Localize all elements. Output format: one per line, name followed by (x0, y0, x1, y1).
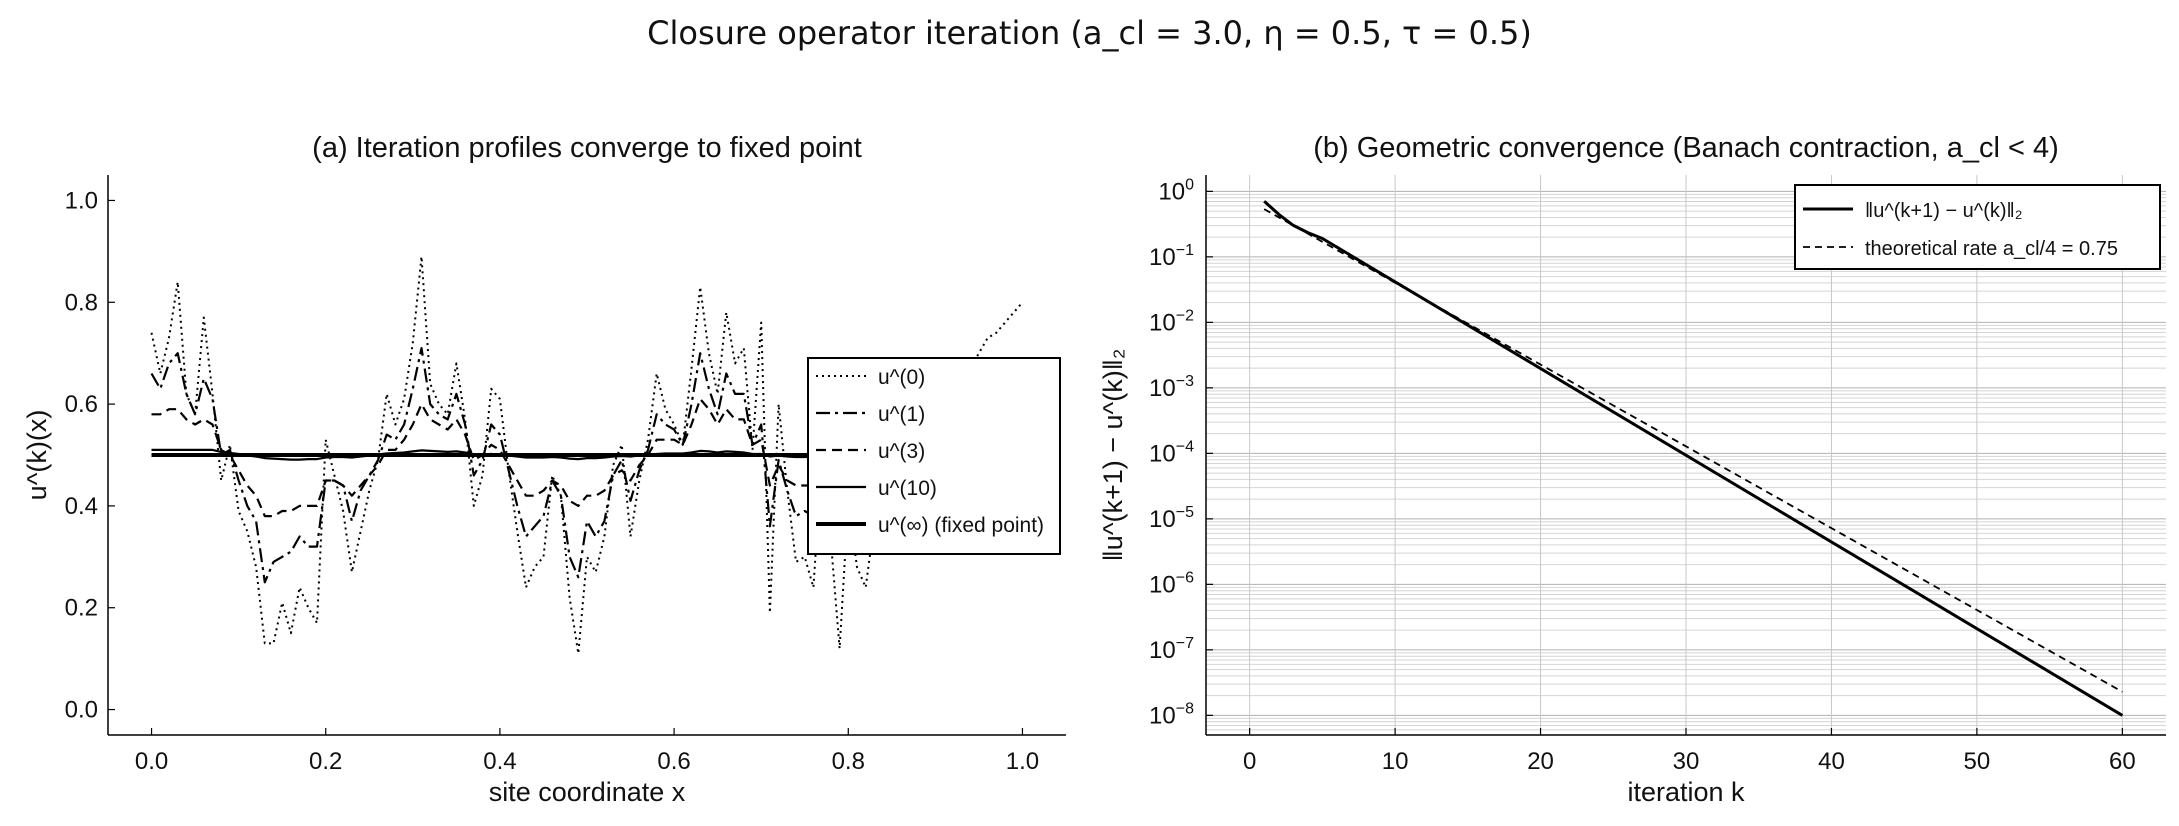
panel-b-x-tick-label: 30 (1673, 748, 1700, 775)
panel-b-y-tick-label: 10−7 (1149, 635, 1194, 664)
panel-a-x-tick-label: 1.0 (1006, 748, 1039, 775)
panel-b-series-group (1263, 200, 2124, 717)
panel-b-y-tick-label: 10−5 (1149, 504, 1194, 533)
panel-a-x-tick-label: 0.8 (832, 748, 865, 775)
panel-a-y-tick-label: 0.4 (65, 493, 98, 520)
panel-b-x-tick-label: 0 (1243, 748, 1256, 775)
panel-a-legend-label: u^(10) (878, 477, 937, 500)
panel-b-legend (1794, 184, 2161, 270)
panel-a-legend-label: u^(3) (878, 440, 925, 463)
panel-a-x-tick-label: 0.4 (483, 748, 516, 775)
panel-b-x-tick-label: 20 (1527, 748, 1554, 775)
panel-b-y-tick-label: 10−4 (1149, 438, 1194, 467)
panel-b-y-tick-label: 10−3 (1149, 373, 1194, 402)
panel-a-y-tick-label: 0.8 (65, 289, 98, 316)
panel-b-y-tick-label: 10−2 (1149, 307, 1194, 336)
panel-b-series-line-1 (1263, 208, 2123, 693)
panel-a-x-tick-label: 0.2 (309, 748, 342, 775)
panel-a-y-tick-label: 0.6 (65, 391, 98, 418)
panel-b-y-tick-label: 100 (1158, 176, 1194, 205)
panel-b-title: (b) Geometric convergence (Banach contra… (1313, 132, 2059, 164)
panel-a-legend-label: u^(0) (878, 366, 925, 389)
figure-title: Closure operator iteration (a_cl = 3.0, … (0, 14, 2179, 52)
panel-b-series-line-0 (1263, 200, 2124, 717)
panel-b-y-tick-label: 10−1 (1149, 242, 1194, 271)
panel-b-y-tick-label: 10−6 (1149, 569, 1194, 598)
panel-b-y-label: ‖u^(k+1) − u^(k)‖₂ (1098, 349, 1128, 562)
panel-a-legend-label: u^(1) (878, 403, 925, 426)
panel-a-x-label: site coordinate x (489, 777, 686, 807)
panel-b-x-tick-label: 50 (1964, 748, 1991, 775)
panel-a-y-tick-label: 1.0 (65, 187, 98, 214)
panel-a-title: (a) Iteration profiles converge to fixed… (312, 132, 862, 164)
panel-b-legend-label: theoretical rate a_cl/4 = 0.75 (1865, 238, 2118, 260)
panel-a-x-tick-label: 0.0 (135, 748, 168, 775)
panel-b-x-label: iteration k (1627, 777, 1745, 807)
panel-a-y-tick-label: 0.2 (65, 595, 98, 622)
panel-b-x-tick-label: 10 (1382, 748, 1409, 775)
panel-a-x-tick-label: 0.6 (657, 748, 690, 775)
panel-b-y-tick-label: 10−8 (1149, 700, 1194, 729)
panel-a-legend-label: u^(∞) (fixed point) (878, 514, 1044, 537)
panel-a-y-tick-label: 0.0 (65, 697, 98, 724)
panel-b-x-tick-label: 40 (1818, 748, 1845, 775)
panel-a-y-label: u^(k)(x) (22, 410, 52, 501)
panel-a-legend (807, 357, 1061, 555)
figure-title-text: Closure operator iteration (a_cl = 3.0, … (647, 14, 1532, 52)
panel-b-legend-label: ‖u^(k+1) − u^(k)‖₂ (1865, 200, 2023, 222)
panel-b-x-tick-label: 60 (2109, 748, 2136, 775)
